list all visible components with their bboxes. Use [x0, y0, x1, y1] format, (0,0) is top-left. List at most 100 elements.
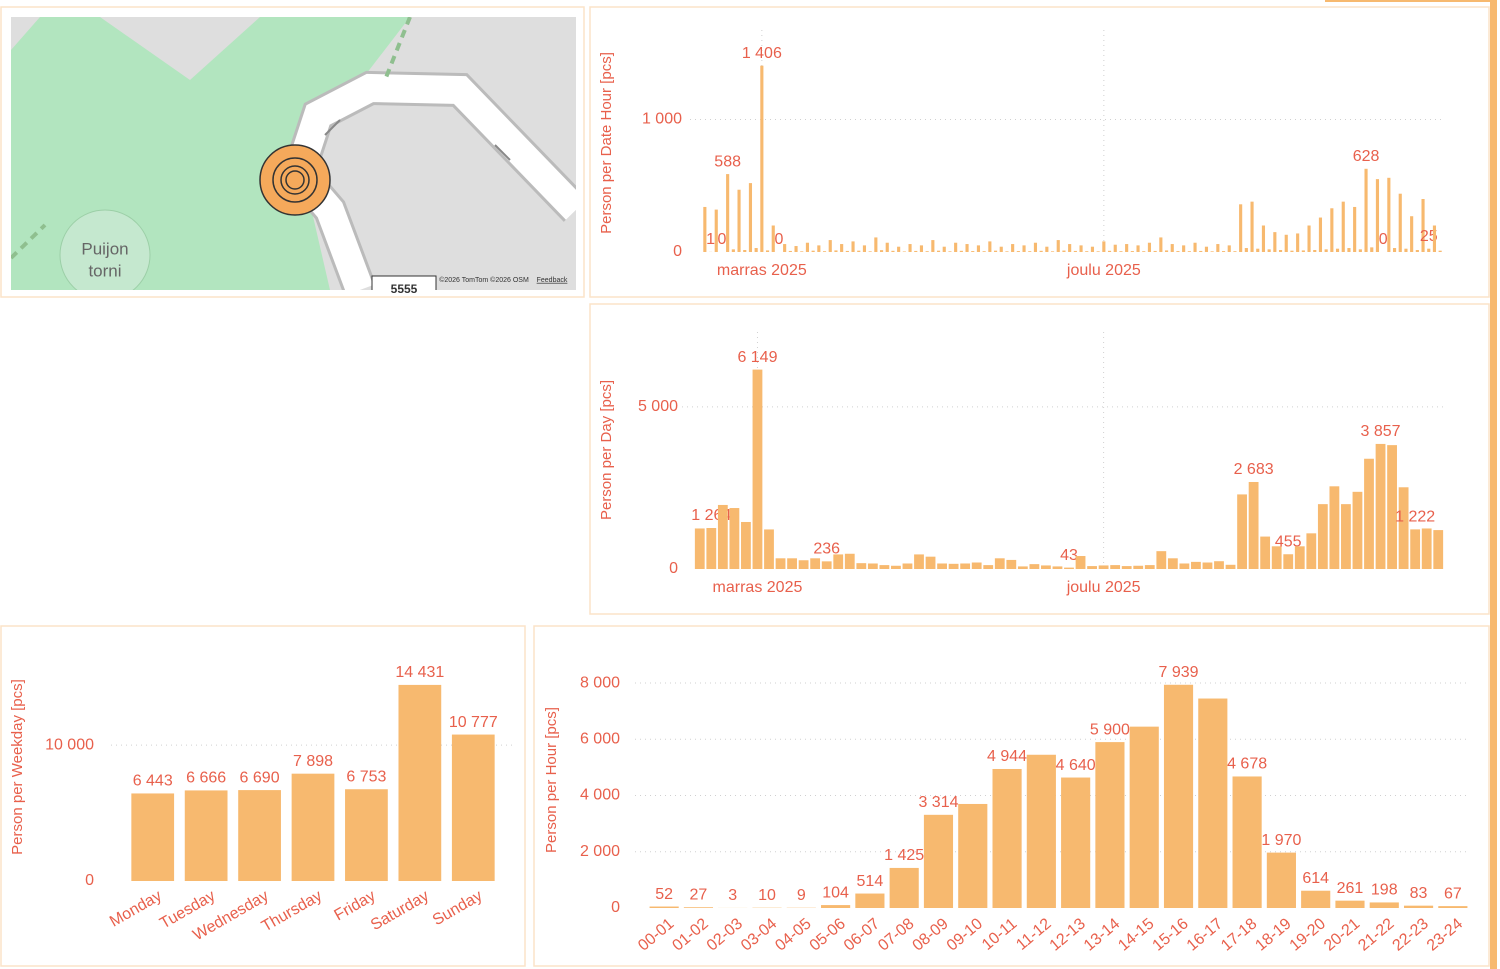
y-tick-label: 0 — [673, 243, 682, 260]
path — [383, 17, 412, 81]
bar — [649, 906, 679, 908]
data-label: 7 939 — [1158, 664, 1198, 681]
bar — [1301, 250, 1305, 252]
bar — [1079, 245, 1083, 252]
bar — [856, 563, 867, 569]
bar — [1167, 558, 1178, 569]
bar — [1033, 242, 1038, 252]
data-label: 6 690 — [240, 769, 280, 786]
data-label: 7 898 — [293, 753, 333, 770]
bar — [1075, 556, 1086, 569]
bar — [1052, 566, 1063, 569]
data-label: 3 — [728, 887, 737, 904]
bar — [752, 369, 763, 569]
bar — [1107, 250, 1112, 252]
bar — [874, 237, 878, 252]
bar — [1144, 565, 1155, 569]
bar — [936, 250, 941, 252]
y-tick-label: 0 — [611, 899, 620, 916]
bar — [1239, 204, 1243, 252]
y-tick-label: 6 000 — [580, 731, 620, 748]
bar — [948, 251, 952, 252]
feedback-link[interactable]: Feedback — [537, 277, 568, 284]
bar — [760, 65, 764, 252]
bar — [1330, 208, 1334, 252]
data-label: 3 857 — [1361, 423, 1401, 440]
map[interactable]: Puijon torni 5555 ©2026 TomTom ©2026 OSM… — [11, 17, 576, 300]
y-tick-label: 8 000 — [580, 674, 620, 691]
bar — [1016, 251, 1020, 252]
bar — [291, 773, 335, 881]
data-label: 83 — [1410, 885, 1428, 902]
bar — [902, 251, 906, 252]
bar — [993, 250, 998, 252]
bar — [1164, 250, 1169, 252]
bar — [1358, 249, 1362, 252]
bar — [1404, 248, 1408, 252]
data-label: 104 — [822, 884, 849, 901]
bar — [1317, 504, 1328, 569]
bar — [398, 684, 442, 881]
bar — [1142, 251, 1146, 252]
x-tick-label: marras 2025 — [717, 262, 807, 279]
bar — [1398, 487, 1409, 569]
bar — [976, 245, 981, 252]
bar — [971, 562, 982, 569]
bar — [1266, 852, 1296, 908]
bar — [1187, 251, 1191, 252]
bar — [783, 244, 787, 252]
bar — [717, 504, 728, 569]
bar — [923, 814, 954, 908]
bar — [1421, 528, 1432, 569]
bar — [1022, 245, 1026, 252]
bar — [1029, 564, 1040, 569]
bar — [937, 563, 947, 569]
bar — [1313, 250, 1317, 252]
bar — [1260, 536, 1271, 569]
bar — [958, 803, 988, 908]
bar — [994, 558, 1005, 569]
path — [11, 223, 47, 260]
bar — [1130, 251, 1134, 252]
bar — [1290, 250, 1294, 252]
bar — [1179, 563, 1190, 569]
bar — [238, 790, 281, 881]
bar — [1301, 890, 1331, 908]
data-label: 2 683 — [1234, 461, 1274, 478]
bar — [726, 174, 730, 252]
bar — [787, 558, 797, 569]
bar — [765, 250, 770, 252]
arrow — [324, 119, 511, 161]
bar — [731, 249, 735, 252]
bar — [1113, 244, 1117, 252]
bar — [1026, 754, 1056, 908]
data-label: 198 — [1371, 882, 1398, 899]
landmark — [59, 209, 151, 290]
bar — [1156, 551, 1167, 569]
bar — [1335, 248, 1340, 252]
bar — [1324, 249, 1328, 252]
bar — [821, 561, 832, 569]
bar — [345, 789, 388, 881]
bar — [810, 558, 821, 569]
data-label: 67 — [1444, 885, 1462, 902]
bar — [1232, 776, 1262, 908]
bar — [840, 244, 844, 252]
data-label: 43 — [1060, 547, 1078, 564]
bar — [1410, 216, 1414, 252]
bar — [754, 248, 758, 252]
bar — [982, 251, 986, 252]
bar — [1427, 248, 1431, 252]
bar — [683, 907, 714, 908]
bar — [1102, 241, 1106, 252]
data-label: 4 678 — [1227, 756, 1267, 773]
bar — [1387, 177, 1391, 252]
bar — [1064, 567, 1074, 569]
data-label: 52 — [655, 886, 673, 903]
bar — [1369, 902, 1399, 908]
bar — [1017, 566, 1028, 569]
data-label: 3 314 — [918, 794, 958, 811]
data-label: 4 944 — [987, 748, 1027, 765]
x-tick-label: joulu 2025 — [1066, 579, 1141, 596]
